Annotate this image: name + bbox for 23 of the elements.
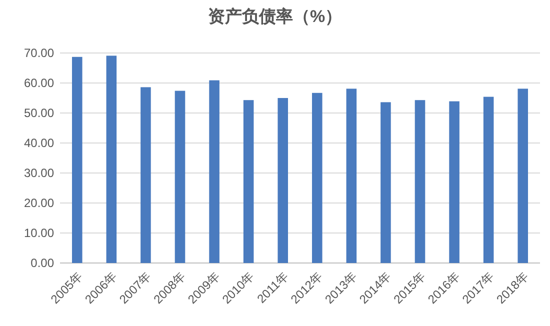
bar	[72, 56, 82, 263]
bar	[449, 101, 460, 263]
y-tick-label: 50.00	[24, 106, 54, 120]
bar	[209, 80, 220, 263]
y-tick-label: 30.00	[24, 166, 54, 180]
y-tick-label: 20.00	[24, 196, 54, 210]
bar	[278, 98, 288, 263]
bar	[414, 100, 426, 263]
y-tick-label: 70.00	[24, 46, 54, 60]
chart-title: 资产负债率（%）	[208, 7, 342, 26]
bar	[174, 90, 186, 263]
bar	[243, 100, 254, 263]
bar	[518, 88, 528, 263]
bar	[312, 92, 322, 263]
y-tick-label: 10.00	[24, 226, 54, 240]
y-tick-label: 0.00	[30, 256, 54, 270]
bar	[106, 56, 117, 263]
bar	[140, 87, 151, 263]
y-tick-label: 60.00	[24, 76, 54, 90]
bar	[346, 88, 357, 263]
bar	[380, 102, 391, 263]
y-tick-label: 40.00	[24, 136, 54, 150]
bar	[483, 96, 494, 263]
